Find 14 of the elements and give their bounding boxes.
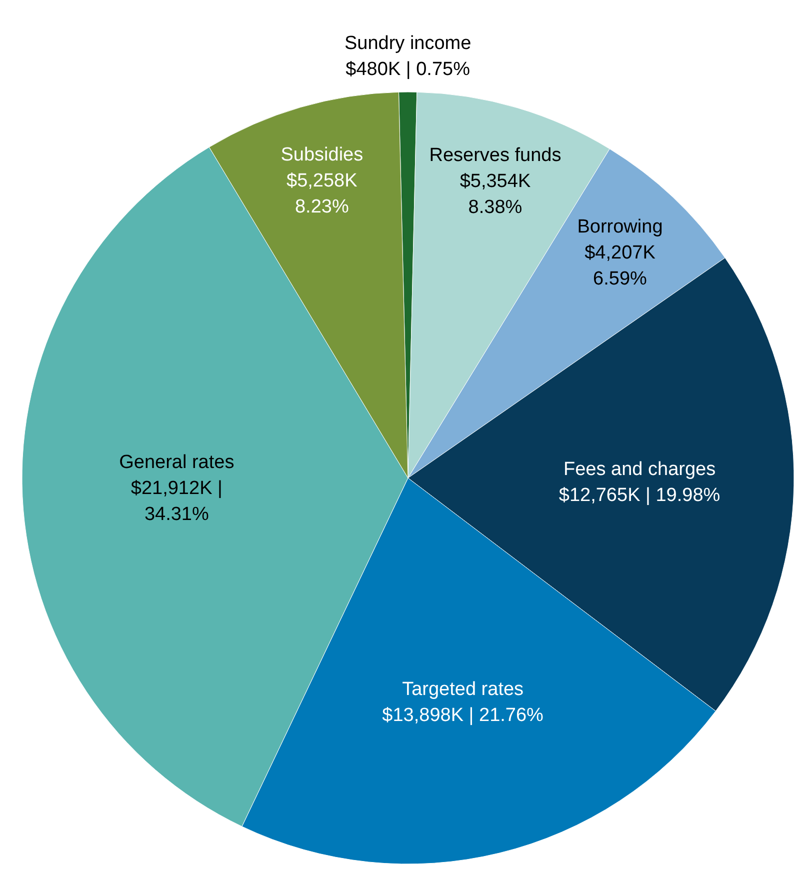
slice-label: Subsidies — [280, 144, 364, 166]
slice-label: Borrowing — [577, 216, 663, 238]
data-label: $5,258K 8.23% — [286, 170, 358, 218]
data-label: $12,765K | 19.98% — [558, 484, 720, 506]
slice-label: Targeted rates — [402, 679, 524, 700]
slice-label: General rates — [119, 452, 234, 474]
data-label: $4,207K 6.59% — [584, 242, 656, 290]
data-label: $480K | 0.75% — [346, 59, 470, 80]
slice-label: Sundry income — [344, 33, 472, 54]
data-label: $5,354K 8.38% — [460, 170, 531, 218]
data-label: $13,898K | 21.76% — [382, 705, 544, 726]
slice-label: Fees and charges — [564, 458, 716, 480]
slice-label: Reserves funds — [429, 144, 562, 166]
data-label: $21,912K | 34.31% — [130, 478, 222, 526]
